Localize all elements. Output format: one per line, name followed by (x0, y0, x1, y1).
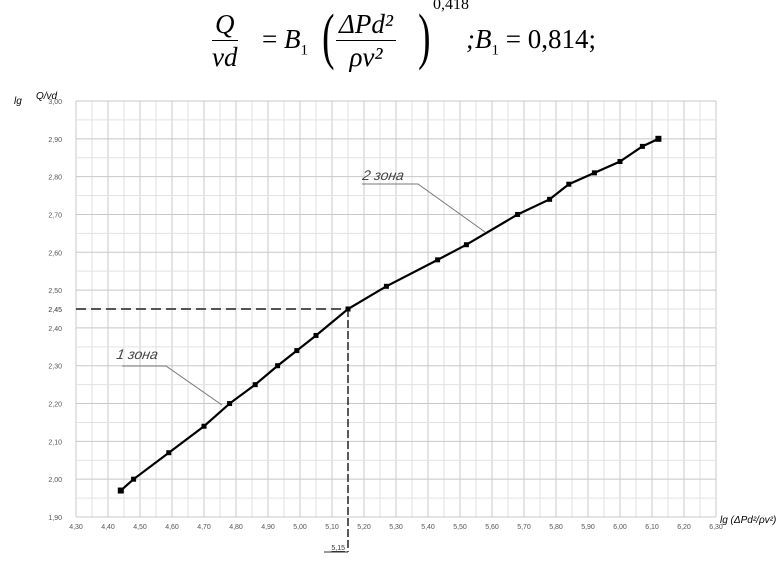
formula: Q vd = B1 ( ΔPd² ρv² ) 0,418 ;B1 = 0,814… (0, 0, 782, 82)
x-tick-label: 6,30 (709, 524, 723, 531)
x-tick-label: 4,90 (261, 524, 275, 531)
data-point (547, 196, 553, 202)
b1-definition: ;B1 = 0,814; (466, 24, 596, 59)
y-tick-label: 2,00 (48, 477, 62, 484)
y-tick-label: 2,20 (48, 402, 62, 409)
data-point (294, 348, 300, 354)
x-tick-label: 5,70 (517, 524, 531, 531)
zone-label: 2 зона (360, 167, 405, 183)
y-tick-label: 2,90 (48, 137, 62, 144)
data-point (383, 283, 389, 289)
data-point (566, 181, 572, 187)
lhs-denominator: vd (212, 42, 238, 72)
data-point (639, 143, 645, 149)
annotations: 1 зона 2 зона (115, 167, 486, 406)
rhs-denominator: ρv² (349, 42, 383, 72)
y-axis-label-fraction: Q/vd (36, 91, 58, 102)
y-tick-label: 2,70 (48, 212, 62, 219)
grid (75, 100, 717, 518)
b1-subscript: 1 (491, 42, 499, 59)
left-paren: ( (322, 3, 335, 71)
x-tick-label: 5,00 (293, 524, 307, 531)
x-axis-label: lg (ΔPd²/ρv²) (720, 515, 776, 526)
x-tick-label: 4,80 (229, 524, 243, 531)
x-tick-label: 6,00 (613, 524, 627, 531)
tick-labels: 4,30 4,40 4,50 4,60 4,70 4,80 4,90 5,00 5,10 5,20… (48, 99, 723, 531)
y-axis-label-lg: lg (14, 96, 22, 107)
data-point (166, 450, 172, 456)
data-point (313, 332, 319, 338)
series-line (120, 137, 659, 492)
coefficient: B1 (284, 24, 308, 59)
data-point (655, 135, 662, 142)
x-tick-label: 5,10 (325, 524, 339, 531)
lhs-numerator: Q (212, 8, 238, 41)
data-point (252, 382, 258, 388)
y-tick-label: 3,00 (48, 99, 62, 106)
x-tick-label: 5,80 (549, 524, 563, 531)
coef-letter: B (284, 24, 301, 54)
equals-sign: = (262, 24, 278, 54)
series (117, 135, 662, 494)
zone-leader-line (362, 183, 486, 233)
y-tick-label: 2,60 (48, 250, 62, 257)
x-tick-label: 4,30 (69, 524, 83, 531)
data-point (345, 306, 351, 312)
exponent: 0,418 (433, 0, 469, 13)
y-tick-label: 2,80 (48, 175, 62, 182)
data-point (617, 159, 623, 165)
x-tick-label: 4,60 (165, 524, 179, 531)
data-point (275, 363, 281, 369)
b1-letter: ;B (466, 24, 492, 54)
coef-subscript: 1 (300, 42, 309, 59)
b1-value: = 0,814; (498, 24, 596, 54)
zone-label: 1 зона (115, 346, 159, 362)
data-point (117, 487, 124, 494)
reference-y-label: 2,45 (48, 307, 62, 314)
x-tick-label: 6,10 (645, 524, 659, 531)
y-tick-label: 2,50 (48, 288, 62, 295)
x-tick-label: 4,40 (101, 524, 115, 531)
x-tick-label: 5,50 (453, 524, 467, 531)
y-tick-label: 2,40 (48, 326, 62, 333)
reference-lines: 2,45 5,15 (48, 307, 349, 553)
right-paren: ) (418, 3, 431, 71)
y-tick-label: 2,10 (48, 439, 62, 446)
y-tick-label: 2,30 (48, 364, 62, 371)
formula-lhs-fraction: Q vd (212, 8, 238, 73)
data-point (227, 401, 233, 407)
data-point (591, 170, 597, 176)
rhs-numerator: ΔPd² (336, 8, 396, 41)
x-tick-label: 4,50 (133, 524, 147, 531)
data-point (131, 476, 137, 482)
data-point (515, 211, 521, 217)
x-tick-label: 5,20 (357, 524, 371, 531)
x-tick-label: 5,90 (581, 524, 595, 531)
formula-rhs-fraction: ΔPd² ρv² (336, 8, 396, 73)
y-tick-label: 1,90 (48, 515, 62, 522)
reference-x-label: 5,15 (331, 545, 345, 552)
x-tick-label: 6,20 (677, 524, 691, 531)
y-axis-label: lg Q/vd (14, 91, 58, 107)
x-tick-label: 5,30 (389, 524, 403, 531)
data-point (435, 257, 441, 263)
x-tick-label: 5,40 (421, 524, 435, 531)
zone-leader-line (122, 365, 223, 406)
data-point (201, 423, 207, 429)
x-tick-label: 5,60 (485, 524, 499, 531)
data-point (463, 242, 469, 248)
x-tick-label: 4,70 (197, 524, 211, 531)
